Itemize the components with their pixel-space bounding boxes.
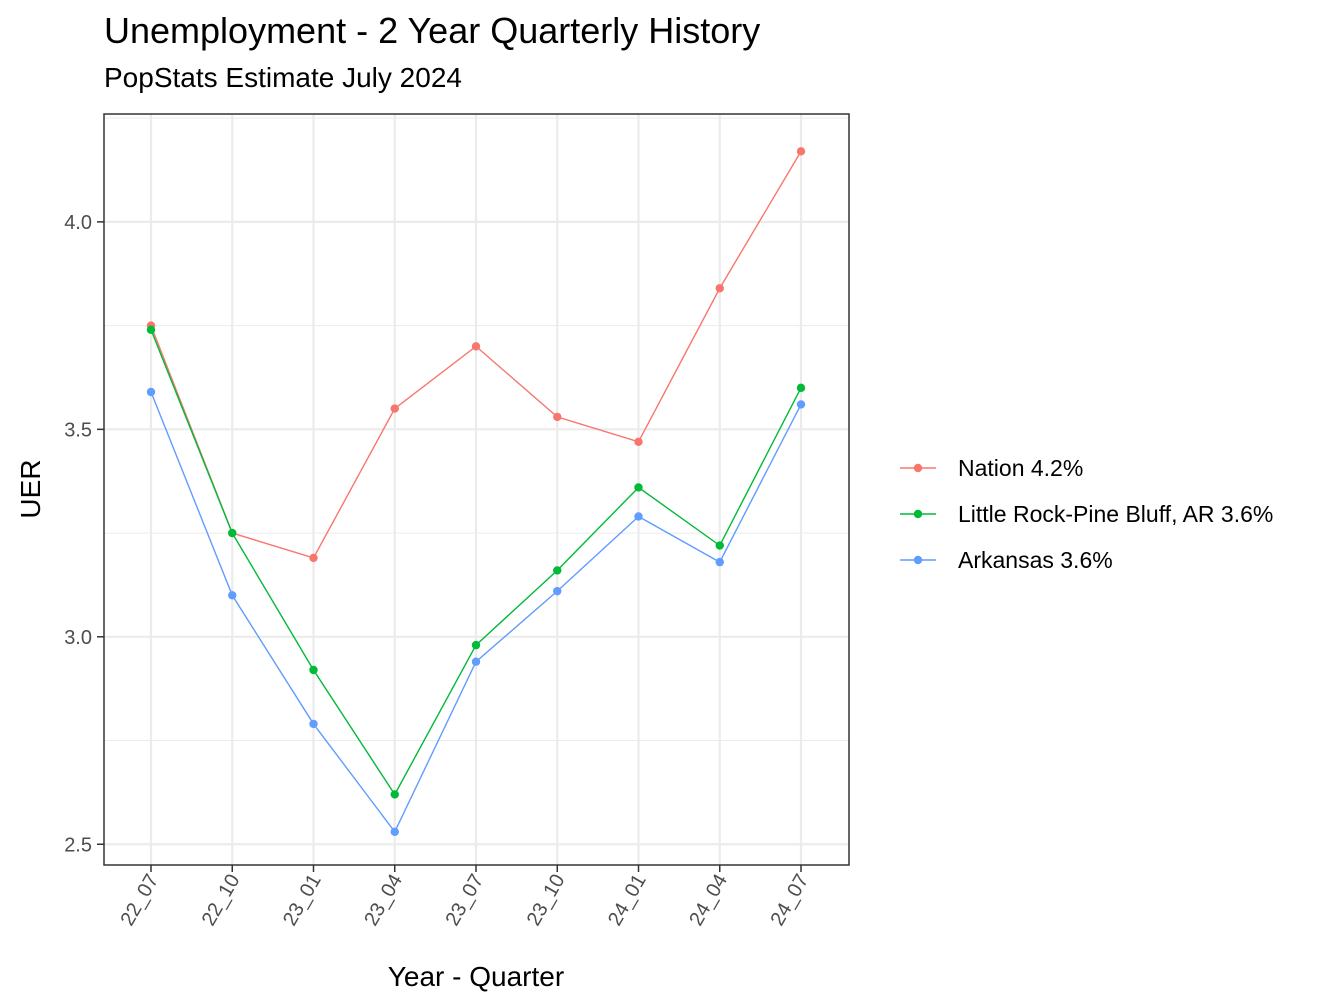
y-axis-title: UER	[15, 459, 46, 518]
y-tick-label: 2.5	[64, 834, 92, 856]
data-point	[146, 387, 156, 397]
x-tick-label: 23_01	[279, 871, 326, 930]
x-axis-title: Year - Quarter	[388, 961, 564, 992]
data-point	[146, 325, 156, 334]
data-point	[634, 512, 643, 521]
data-point	[390, 404, 399, 413]
data-point	[634, 483, 643, 492]
data-point	[553, 412, 562, 422]
data-point	[309, 719, 318, 729]
chart-title: Unemployment - 2 Year Quarterly History	[104, 10, 761, 51]
legend-key-point	[913, 555, 923, 565]
x-tick-label: 23_07	[441, 871, 488, 930]
data-point	[309, 665, 318, 675]
legend-label: Little Rock-Pine Bluff, AR 3.6%	[958, 501, 1273, 527]
series-layer	[146, 147, 806, 837]
data-point	[553, 566, 562, 575]
data-point	[228, 528, 237, 538]
legend: Nation 4.2% Little Rock-Pine Bluff, AR 3.…	[900, 455, 1273, 573]
data-point	[553, 586, 562, 596]
data-point	[634, 437, 643, 446]
grid-major	[104, 114, 849, 865]
data-point	[796, 147, 806, 156]
legend-label: Nation 4.2%	[958, 455, 1083, 481]
y-tick-label: 4.0	[64, 212, 92, 234]
data-point	[390, 827, 399, 837]
legend-key-point	[913, 463, 923, 473]
chart-subtitle: PopStats Estimate July 2024	[104, 62, 462, 93]
x-axis: 22_07 22_10 23_01 23_04 23_07 23_10 24_01 24_04…	[116, 865, 813, 930]
x-tick-label: 24_07	[766, 871, 813, 930]
legend-key-point	[913, 509, 923, 519]
data-point	[228, 591, 237, 600]
data-point	[796, 383, 806, 393]
x-tick-label: 22_10	[198, 871, 245, 930]
data-point	[715, 541, 724, 550]
data-point	[390, 790, 399, 799]
x-tick-label: 23_10	[523, 871, 570, 930]
y-axis: 2.5 3.0 3.5 4.0	[64, 212, 104, 856]
data-point	[796, 400, 806, 409]
x-tick-label: 24_01	[604, 871, 651, 930]
x-tick-label: 22_07	[116, 871, 163, 930]
x-tick-label: 23_04	[360, 871, 407, 930]
x-tick-label: 24_04	[685, 871, 732, 930]
y-tick-label: 3.0	[64, 627, 92, 649]
data-point	[715, 557, 724, 567]
data-point	[471, 657, 481, 666]
legend-label: Arkansas 3.6%	[958, 547, 1113, 573]
data-point	[471, 342, 481, 351]
data-point	[715, 284, 724, 293]
data-point	[471, 640, 481, 650]
y-tick-label: 3.5	[64, 419, 92, 441]
data-point	[309, 553, 318, 563]
